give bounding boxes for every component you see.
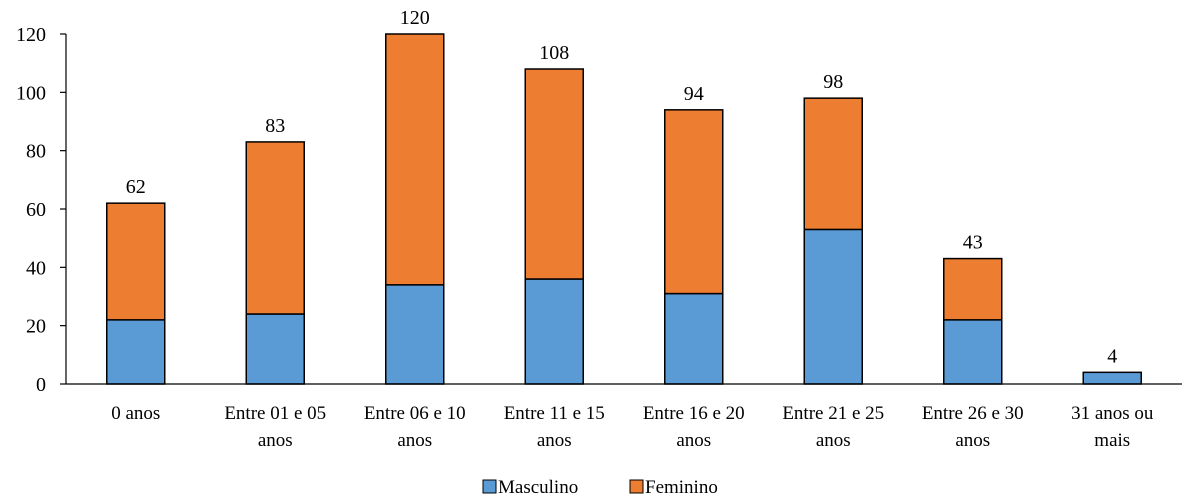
bar-masculino-2: [385, 284, 445, 385]
bar-feminino-5: [803, 97, 863, 231]
legend-swatch-masculino: [482, 479, 497, 494]
x-tick-label-6-1: anos: [955, 430, 990, 451]
legend-label-feminino: Feminino: [645, 477, 718, 498]
y-tick-label-80: 80: [26, 141, 46, 163]
x-tick-label-7-1: mais: [1094, 430, 1130, 451]
x-tick-label-3-1: anos: [537, 430, 572, 451]
bar-feminino-2: [385, 33, 445, 286]
x-tick-label-0-0: 0 anos: [111, 403, 160, 424]
bar-masculino-0: [106, 319, 166, 385]
data-label-total-6: 43: [963, 232, 983, 254]
data-label-total-2: 120: [400, 7, 430, 29]
y-tick-label-100: 100: [16, 82, 46, 104]
bars-layer: [106, 33, 1142, 385]
y-tick-label-40: 40: [26, 257, 46, 279]
bar-feminino-4: [664, 109, 724, 295]
data-label-total-3: 108: [539, 42, 569, 64]
x-tick-label-4-1: anos: [676, 430, 711, 451]
axes-layer: 0 20 40 60 80 100 120: [16, 24, 1182, 396]
bar-masculino-5: [803, 228, 863, 385]
legend-swatch-feminino: [629, 479, 644, 494]
x-tick-label-3-0: Entre 11 e 15: [504, 403, 605, 424]
x-tick-label-6-0: Entre 26 e 30: [922, 403, 1024, 424]
y-tick-label-0: 0: [36, 374, 46, 396]
bar-masculino-4: [664, 292, 724, 385]
bar-feminino-3: [524, 68, 584, 280]
legend: Masculino Feminino: [482, 477, 718, 498]
bar-masculino-7: [1082, 371, 1142, 385]
data-label-total-0: 62: [126, 176, 146, 198]
bar-masculino-3: [524, 278, 584, 385]
labels-layer: 62 0 anos 83 Entre 01 e 05 anos 120 Entre 06 e…: [111, 7, 1154, 451]
bar-masculino-6: [943, 319, 1003, 385]
bar-feminino-6: [943, 257, 1003, 321]
x-tick-label-2-0: Entre 06 e 10: [364, 403, 466, 424]
data-label-total-4: 94: [684, 83, 704, 105]
y-tick-label-60: 60: [26, 199, 46, 221]
data-label-total-7: 4: [1107, 345, 1117, 367]
x-tick-label-1-1: anos: [258, 430, 293, 451]
x-tick-label-1-0: Entre 01 e 05: [224, 403, 326, 424]
y-tick-label-120: 120: [16, 24, 46, 46]
bar-masculino-1: [245, 313, 305, 385]
data-label-total-5: 98: [823, 71, 843, 93]
x-tick-label-5-0: Entre 21 e 25: [782, 403, 884, 424]
bar-feminino-0: [106, 202, 166, 321]
bar-feminino-1: [245, 141, 305, 315]
legend-label-masculino: Masculino: [498, 477, 578, 498]
y-tick-label-20: 20: [26, 316, 46, 338]
x-tick-label-7-0: 31 anos ou: [1071, 403, 1154, 424]
x-tick-label-2-1: anos: [397, 430, 432, 451]
x-tick-label-5-1: anos: [816, 430, 851, 451]
data-label-total-1: 83: [265, 115, 285, 137]
x-tick-label-4-0: Entre 16 e 20: [643, 403, 745, 424]
